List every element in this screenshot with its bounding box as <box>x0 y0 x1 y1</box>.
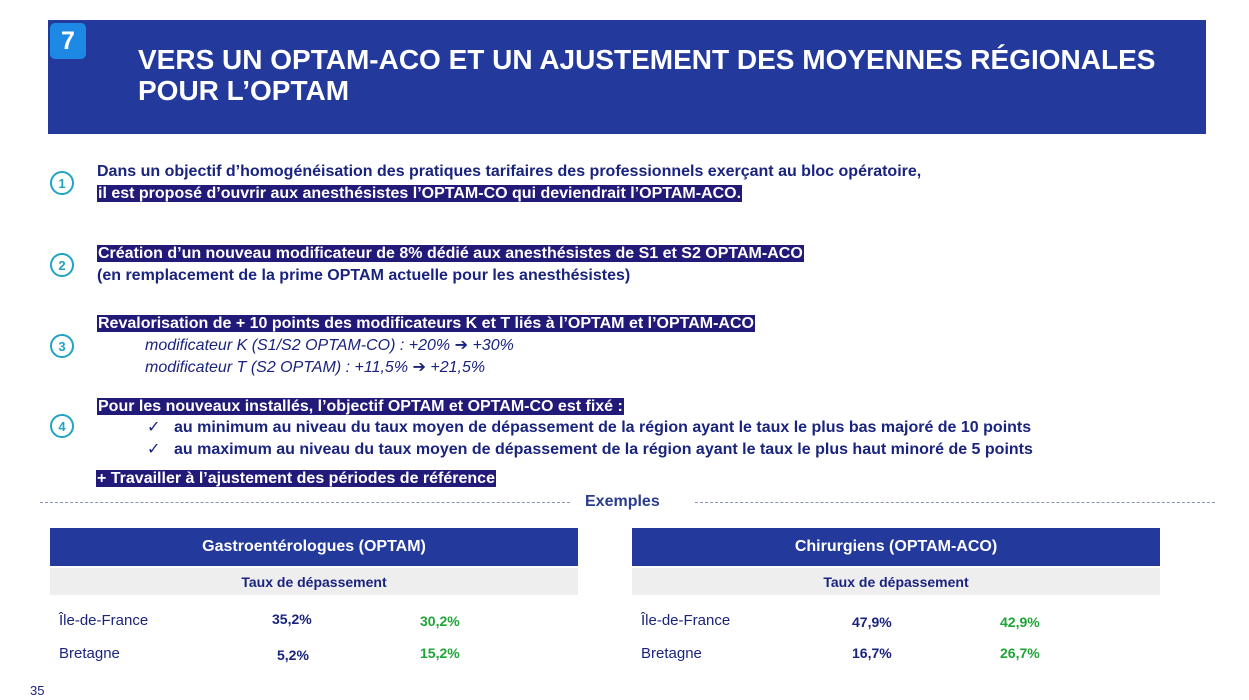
point-1-highlight: il est proposé d’ouvrir aux anesthésiste… <box>97 185 743 202</box>
point-1-line-1: Dans un objectif d’homogénéisation des p… <box>97 163 922 180</box>
point-4-bullet-2: au maximum au niveau du taux moyen de dé… <box>174 441 1033 458</box>
modifier-t-text: modificateur T (S2 OPTAM) : +11,5% <box>145 359 409 376</box>
table-1-target: 30,2% <box>420 613 460 629</box>
table-2-subtitle: Taux de dépassement <box>632 568 1160 595</box>
table-2-region: Île-de-France <box>641 612 731 629</box>
point-1-line-2: il est proposé d’ouvrir aux anesthésiste… <box>97 184 743 204</box>
examples-label: Exemples <box>585 493 660 510</box>
table-1-region: Bretagne <box>59 645 120 662</box>
table-2-region: Bretagne <box>641 645 702 662</box>
number-circle-1: 1 <box>50 171 74 195</box>
table-2-target: 26,7% <box>1000 645 1040 661</box>
number-circle-2: 2 <box>50 253 74 277</box>
title-line-1: VERS UN OPTAM-ACO ET UN AJUSTEMENT DES M… <box>138 44 1156 75</box>
point-4-highlight: Pour les nouveaux installés, l’objectif … <box>97 398 624 415</box>
modifier-t-new: +21,5% <box>430 359 486 376</box>
separator-left <box>40 502 570 503</box>
point-2-highlight: Création d’un nouveau modificateur de 8%… <box>97 245 804 262</box>
extra-highlight: + Travailler à l’ajustement des périodes… <box>96 470 496 487</box>
arrow-right-icon: ➔ <box>454 337 468 354</box>
point-4-bullet-1: au minimum au niveau du taux moyen de dé… <box>174 419 1032 436</box>
checkmark-icon: ✓ <box>147 419 161 436</box>
point-4-line-1: Pour les nouveaux installés, l’objectif … <box>97 397 624 417</box>
table-2-title: Chirurgiens (OPTAM-ACO) <box>632 528 1160 566</box>
table-1-subtitle: Taux de dépassement <box>50 568 578 595</box>
modifier-k-new: +30% <box>472 337 514 354</box>
table-1-title: Gastroentérologues (OPTAM) <box>50 528 578 566</box>
section-badge: 7 <box>50 23 86 59</box>
slide-header <box>48 20 1206 134</box>
table-1-current: 5,2% <box>277 647 309 663</box>
slide-title: VERS UN OPTAM-ACO ET UN AJUSTEMENT DES M… <box>138 44 1198 106</box>
modifier-k-text: modificateur K (S1/S2 OPTAM-CO) : +20% <box>145 337 451 354</box>
table-2-current: 47,9% <box>852 614 892 630</box>
number-circle-4: 4 <box>50 414 74 438</box>
point-2-line-2: (en remplacement de la prime OPTAM actue… <box>97 267 631 284</box>
point-3-sub-2: modificateur T (S2 OPTAM) : +11,5% ➔ +21… <box>145 358 485 378</box>
title-line-2: POUR L’OPTAM <box>138 75 350 106</box>
point-3-line-1: Revalorisation de + 10 points des modifi… <box>97 314 755 334</box>
checkmark-icon: ✓ <box>147 441 161 458</box>
separator-right <box>695 502 1215 503</box>
page-number: 35 <box>30 683 45 698</box>
extra-line: + Travailler à l’ajustement des périodes… <box>96 469 496 489</box>
table-2-target: 42,9% <box>1000 614 1040 630</box>
arrow-right-icon: ➔ <box>412 359 426 376</box>
table-1-current: 35,2% <box>272 611 312 627</box>
table-1-target: 15,2% <box>420 645 460 661</box>
table-1-region: Île-de-France <box>59 612 149 629</box>
point-3-highlight: Revalorisation de + 10 points des modifi… <box>97 315 755 332</box>
table-2-current: 16,7% <box>852 645 892 661</box>
point-2-line-1: Création d’un nouveau modificateur de 8%… <box>97 244 804 264</box>
number-circle-3: 3 <box>50 334 74 358</box>
point-3-sub-1: modificateur K (S1/S2 OPTAM-CO) : +20% ➔… <box>145 336 514 356</box>
